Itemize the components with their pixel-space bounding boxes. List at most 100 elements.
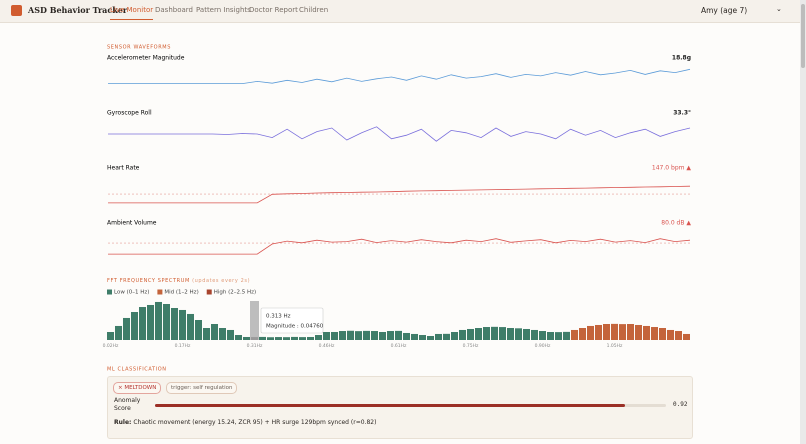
fft-bar <box>451 332 458 340</box>
fft-bar <box>195 320 202 340</box>
state-pill: × MELTDOWN <box>113 382 162 394</box>
sensor-label: Ambient Volume <box>107 220 157 227</box>
chart-subtitle: (updates every 2s) <box>192 278 250 284</box>
fft-bar <box>299 337 306 340</box>
tooltip-value: Magnitude : 0.04760 <box>266 324 324 330</box>
x-tick-label: 1.05Hz <box>607 343 623 349</box>
waveform <box>108 238 691 255</box>
waveform <box>108 185 691 204</box>
fft-bar <box>683 333 690 340</box>
section-title: SENSOR WAVEFORMS <box>107 45 171 51</box>
fft-bar <box>147 304 154 340</box>
x-tick-label: 0.02Hz <box>103 343 119 349</box>
fft-bar <box>651 327 658 340</box>
fft-bar <box>627 324 634 340</box>
fft-bar <box>467 328 474 340</box>
trigger-pill: trigger: self regulation <box>166 382 238 394</box>
waveform <box>108 126 691 142</box>
scrollbar[interactable] <box>800 0 806 444</box>
fft-bar <box>267 337 274 340</box>
rule-label: Rule: <box>114 419 132 426</box>
fft-bar <box>523 328 530 340</box>
legend-label: High (2–2.5 Hz) <box>214 290 256 296</box>
fft-bar <box>163 304 170 340</box>
fft-bar <box>259 336 266 340</box>
fft-bar <box>579 328 586 340</box>
fft-bar <box>315 335 322 340</box>
fft-bar <box>411 333 418 340</box>
sensor-label: Accelerometer Magnitude <box>107 55 185 62</box>
fft-bar <box>251 337 258 340</box>
fft-bar <box>587 325 594 340</box>
chart-title: FFT FREQUENCY SPECTRUM <box>107 278 190 284</box>
fft-bar <box>427 336 434 340</box>
fft-bar <box>307 336 314 340</box>
fft-bar <box>275 337 282 340</box>
nav-tab[interactable]: Live Monitor <box>110 6 154 20</box>
x-tick-label: 0.46Hz <box>319 343 335 349</box>
section-title: ML CLASSIFICATION <box>107 367 167 373</box>
fft-bar <box>483 327 490 340</box>
waveform <box>108 68 691 84</box>
fft-bar <box>219 328 226 340</box>
sensor-reading: 18.8g <box>672 55 691 62</box>
nav-tab[interactable]: Pattern Insights <box>196 6 251 14</box>
ml-panel: × MELTDOWN trigger: self regulation Anom… <box>107 376 693 439</box>
fft-bar <box>675 331 682 340</box>
hover-highlight <box>250 301 259 340</box>
score-label: Anomaly Score <box>114 397 141 412</box>
fft-bar <box>491 326 498 340</box>
fft-bar <box>347 330 354 340</box>
x-tick-label: 0.31Hz <box>247 343 263 349</box>
fft-bar <box>619 324 626 340</box>
legend-swatch <box>107 289 112 295</box>
fft-bar <box>531 329 538 340</box>
fft-bar <box>331 332 338 340</box>
fft-bar <box>667 329 674 340</box>
rule-text: Chaotic movement (energy 15.24, ZCR 95) … <box>133 419 377 426</box>
x-tick-label: 0.75Hz <box>463 343 479 349</box>
fft-bar <box>435 333 442 340</box>
sensor-label: Gyroscope Roll <box>107 110 152 117</box>
fft-bar <box>387 331 394 340</box>
fft-bar <box>635 324 642 340</box>
nav-bar: ASD Behavior Tracker Live Monitor Dashbo… <box>0 0 800 23</box>
legend-swatch <box>157 289 163 295</box>
fft-bar <box>155 301 162 340</box>
fft-bar <box>339 331 346 340</box>
section-title: FFT FREQUENCY SPECTRUM (updates every 2s… <box>107 278 250 284</box>
fft-bar <box>323 332 330 340</box>
x-tick-label: 0.90Hz <box>535 343 551 349</box>
fft-bar <box>499 327 506 340</box>
legend-label: Mid (1–2 Hz) <box>164 290 198 296</box>
brand: ASD Behavior Tracker <box>28 5 128 15</box>
fft-bar <box>507 328 514 340</box>
fft-bar <box>403 332 410 340</box>
sensor-reading: 80.0 dB ▲ <box>661 220 691 227</box>
fft-bar <box>291 336 298 340</box>
fft-bar <box>571 329 578 340</box>
fft-bar <box>355 331 362 340</box>
logo <box>11 5 22 16</box>
legend-label: Low (0–1 Hz) <box>114 290 149 296</box>
fft-bar <box>555 332 562 340</box>
chevron[interactable]: ⌄ <box>776 5 782 13</box>
fft-bar <box>547 332 554 340</box>
fft-bar <box>515 328 522 340</box>
nav-tab[interactable]: Children <box>299 6 329 14</box>
tooltip-label: 0.313 Hz <box>266 314 291 320</box>
fft-bar <box>203 328 210 340</box>
fft-bar <box>563 331 570 340</box>
sensor-reading: 147.0 bpm ▲ <box>652 165 691 172</box>
fft-bar <box>395 330 402 340</box>
fft-bar <box>187 313 194 340</box>
nav-tab[interactable]: Doctor Report <box>249 6 298 14</box>
fft-bar <box>475 328 482 340</box>
scroll-thumb[interactable] <box>801 4 805 68</box>
nav-tab[interactable]: Dashboard <box>155 6 193 14</box>
fft-bar <box>123 317 130 340</box>
fft-bar <box>371 331 378 340</box>
child-selector[interactable]: Amy (age 7) <box>701 6 748 15</box>
fft-bar <box>659 328 666 340</box>
